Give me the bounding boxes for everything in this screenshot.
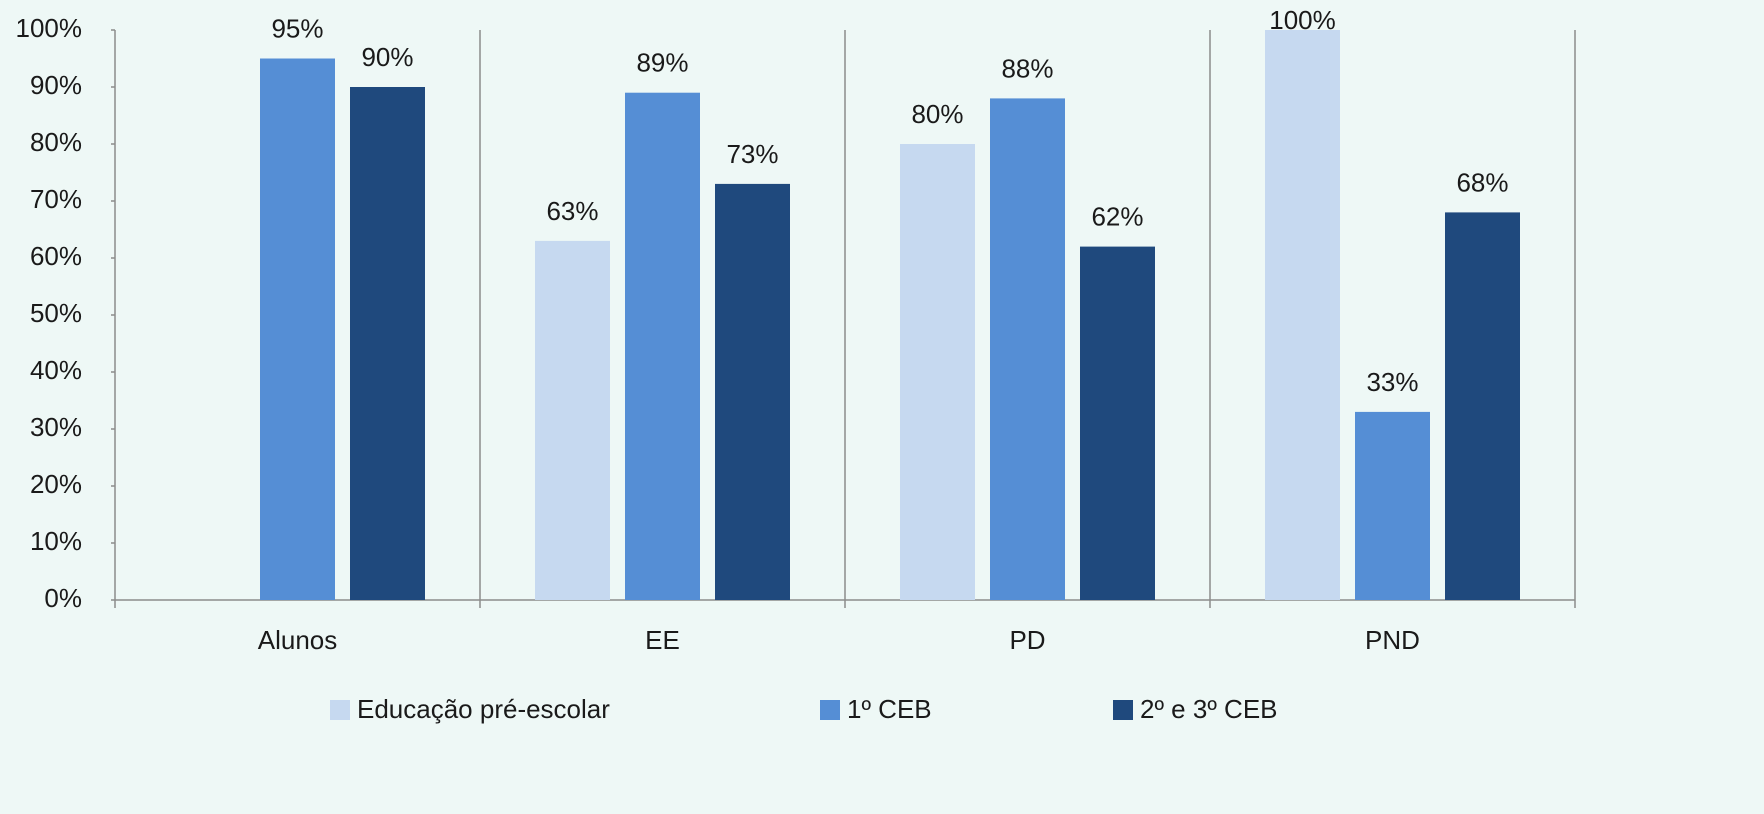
bar xyxy=(990,98,1065,601)
data-label: 62% xyxy=(1091,201,1143,231)
data-label: 73% xyxy=(726,139,778,169)
data-label: 68% xyxy=(1456,167,1508,197)
bar xyxy=(1265,30,1340,600)
data-label: 63% xyxy=(546,196,598,226)
bar xyxy=(1080,246,1155,600)
data-label: 90% xyxy=(361,42,413,72)
data-label: 95% xyxy=(271,13,323,43)
legend-swatch xyxy=(820,700,840,720)
y-tick-label: 0% xyxy=(44,583,82,613)
data-label: 33% xyxy=(1366,367,1418,397)
bar xyxy=(535,240,610,600)
bar xyxy=(1355,411,1430,600)
data-label: 80% xyxy=(911,99,963,129)
y-tick-label: 50% xyxy=(30,298,82,328)
legend-swatch xyxy=(1113,700,1133,720)
y-tick-label: 80% xyxy=(30,127,82,157)
legend-label: Educação pré-escolar xyxy=(357,694,610,724)
data-label: 88% xyxy=(1001,53,1053,83)
bar xyxy=(625,92,700,600)
y-tick-label: 20% xyxy=(30,469,82,499)
bar xyxy=(1445,212,1520,600)
bar xyxy=(715,183,790,600)
y-tick-label: 70% xyxy=(30,184,82,214)
y-tick-label: 40% xyxy=(30,355,82,385)
y-tick-label: 60% xyxy=(30,241,82,271)
y-tick-label: 10% xyxy=(30,526,82,556)
data-label: 89% xyxy=(636,48,688,78)
x-tick-label: EE xyxy=(645,625,680,655)
legend-label: 1º CEB xyxy=(847,694,932,724)
legend-label: 2º e 3º CEB xyxy=(1140,694,1278,724)
legend-swatch xyxy=(330,700,350,720)
x-tick-label: PND xyxy=(1365,625,1420,655)
x-tick-label: PD xyxy=(1009,625,1045,655)
x-tick-label: Alunos xyxy=(258,625,338,655)
data-label: 100% xyxy=(1269,5,1336,35)
bar xyxy=(260,58,335,600)
y-tick-label: 100% xyxy=(16,13,83,43)
y-tick-label: 90% xyxy=(30,70,82,100)
y-tick-label: 30% xyxy=(30,412,82,442)
bar xyxy=(350,87,425,600)
bar xyxy=(900,144,975,600)
